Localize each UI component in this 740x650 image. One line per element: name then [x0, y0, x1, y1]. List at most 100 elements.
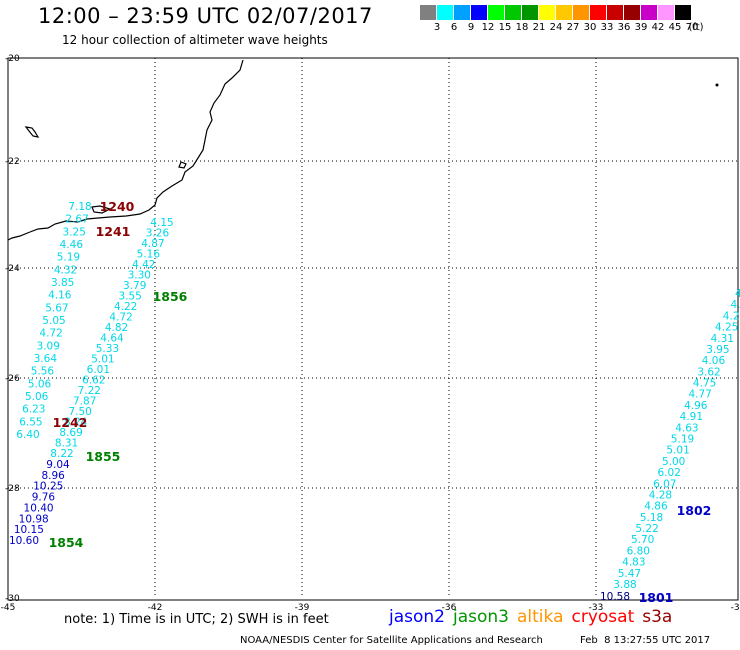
color-scale-label: 39 [634, 22, 648, 33]
wave-height-value: 4.46 [60, 239, 84, 251]
wave-height-value: 10.60 [9, 535, 39, 547]
lat-tick-label: -20 [5, 54, 20, 64]
wave-height-value: 3.79 [123, 280, 146, 292]
lat-tick-label: -24 [5, 264, 20, 274]
wave-height-value: 3.62 [697, 366, 720, 378]
wave-height-value: 4.42 [132, 259, 155, 271]
wave-height-value: 5.06 [25, 391, 49, 403]
wave-height-value: 5.18 [640, 512, 663, 524]
color-scale-label: 45 [668, 22, 682, 33]
satellite-legend-item: jason2 [389, 607, 445, 627]
satellite-legend-item: jason3 [453, 607, 509, 627]
wave-height-value: 7.87 [73, 396, 96, 408]
color-swatch [420, 5, 437, 20]
wave-height-value: 3.09 [37, 340, 60, 352]
wave-height-value: 4.31 [711, 333, 734, 345]
color-swatch [641, 5, 658, 20]
color-scale-label: 30 [583, 22, 597, 33]
wave-height-value: 8.22 [50, 448, 73, 460]
wave-height-value: 10.25 [33, 481, 63, 493]
wave-height-value: 6.23 [22, 404, 45, 416]
wave-height-value: 5.19 [57, 252, 80, 264]
island-dot [715, 83, 719, 87]
page-subtitle: 12 hour collection of altimeter wave hei… [62, 33, 328, 47]
wave-height-value: 4.25 [715, 322, 738, 334]
wave-height-value: 4.16 [48, 290, 72, 302]
wave-height-value: 5.56 [31, 366, 55, 378]
lat-tick-label: -22 [5, 157, 20, 167]
wave-height-value: 3.26 [146, 228, 170, 240]
satellite-legend-item: cryosat [571, 607, 635, 627]
satellite-legend-item: altika [517, 607, 564, 627]
wave-height-value: 6.02 [658, 467, 681, 479]
wave-height-value: 4.32 [54, 264, 77, 276]
pass-number-label: 1855 [86, 449, 121, 464]
pass-number-label: 1242 [53, 415, 88, 430]
wave-height-value: 7.18 [68, 201, 91, 213]
wave-height-value: 4.86 [644, 501, 668, 513]
wave-height-value: 3.30 [128, 270, 151, 282]
wave-height-value: 5.47 [618, 568, 641, 580]
color-scale-label: 24 [549, 22, 563, 33]
wave-height-value: 4.72 [39, 328, 62, 340]
wave-height-value: 4.63 [675, 422, 698, 434]
lat-tick-label: -30 [5, 594, 20, 604]
color-scale-label: 42 [651, 22, 665, 33]
color-scale-label: 70 [685, 22, 699, 33]
wave-height-value: 4.91 [680, 411, 703, 423]
wave-height-value: 3.88 [613, 579, 636, 591]
wave-height-value: 6.40 [16, 429, 39, 441]
pass-number-label: 1241 [96, 224, 131, 239]
color-scale-label: 6 [450, 22, 458, 33]
wave-height-value: 8.24 [64, 417, 88, 429]
wave-height-value: 4.83 [622, 557, 645, 569]
wave-height-value: 5.06 [28, 378, 52, 390]
wave-height-value: 6.07 [653, 478, 676, 490]
wave-height-value: 8.69 [59, 427, 82, 439]
wave-height-value: 5.16 [137, 249, 161, 261]
color-scale-label: 36 [617, 22, 631, 33]
coastline-main [7, 59, 244, 241]
wave-height-value: 3.95 [706, 344, 729, 356]
color-scale-label: 33 [600, 22, 614, 33]
color-swatch [437, 5, 454, 20]
color-swatch [658, 5, 675, 20]
color-swatch [607, 5, 624, 20]
wave-height-value: 8.31 [55, 438, 78, 450]
color-swatch-row [420, 5, 692, 20]
wave-height-value: 3.85 [51, 277, 74, 289]
wave-height-value: 8.96 [41, 470, 65, 482]
color-scale-label: 3 [433, 22, 441, 33]
altimeter-tracks: 7.182.673.254.465.194.323.854.165.675.05… [9, 201, 740, 603]
color-swatch [471, 5, 488, 20]
wave-height-value: 4.82 [105, 322, 128, 334]
color-scale-label: 21 [532, 22, 546, 33]
footer-note: note: 1) Time is in UTC; 2) SWH is in fe… [64, 612, 329, 627]
color-swatch [539, 5, 556, 20]
wave-height-value: 4.96 [684, 400, 708, 412]
generation-timestamp: Feb 8 13:27:55 UTC 2017 [580, 635, 711, 646]
wave-height-value: 5.67 [45, 302, 68, 314]
color-swatch [522, 5, 539, 20]
lon-tick-label: -42 [148, 603, 163, 613]
wave-height-value: 4.28 [649, 489, 672, 501]
lon-tick-label: -30 [731, 603, 740, 613]
wave-height-value: 5.01 [91, 354, 114, 366]
wave-height-value: 4.87 [141, 238, 164, 250]
satellite-legend-item: s3a [642, 607, 673, 627]
color-swatch [454, 5, 471, 20]
wave-height-value: 9.76 [32, 492, 56, 504]
wave-height-value: 6.62 [82, 375, 105, 387]
wave-height-value: 6.80 [627, 545, 650, 557]
wave-height-value: 4.06 [702, 355, 726, 367]
pass-number-label: 1856 [153, 289, 188, 304]
pass-number-label: 1240 [100, 199, 135, 214]
wave-height-value: 10.15 [14, 524, 44, 536]
map-grid-labels: -45 -42 -39 -36 -33 -30 -20 -22 -24 -26 -28 -30 [1, 54, 740, 613]
color-swatch [675, 5, 692, 20]
wave-height-value: 5.00 [662, 456, 685, 468]
wave-height-value: 4.22 [114, 301, 137, 313]
lon-tick-label: -36 [442, 603, 457, 613]
wave-height-value: 3.25 [63, 226, 86, 238]
